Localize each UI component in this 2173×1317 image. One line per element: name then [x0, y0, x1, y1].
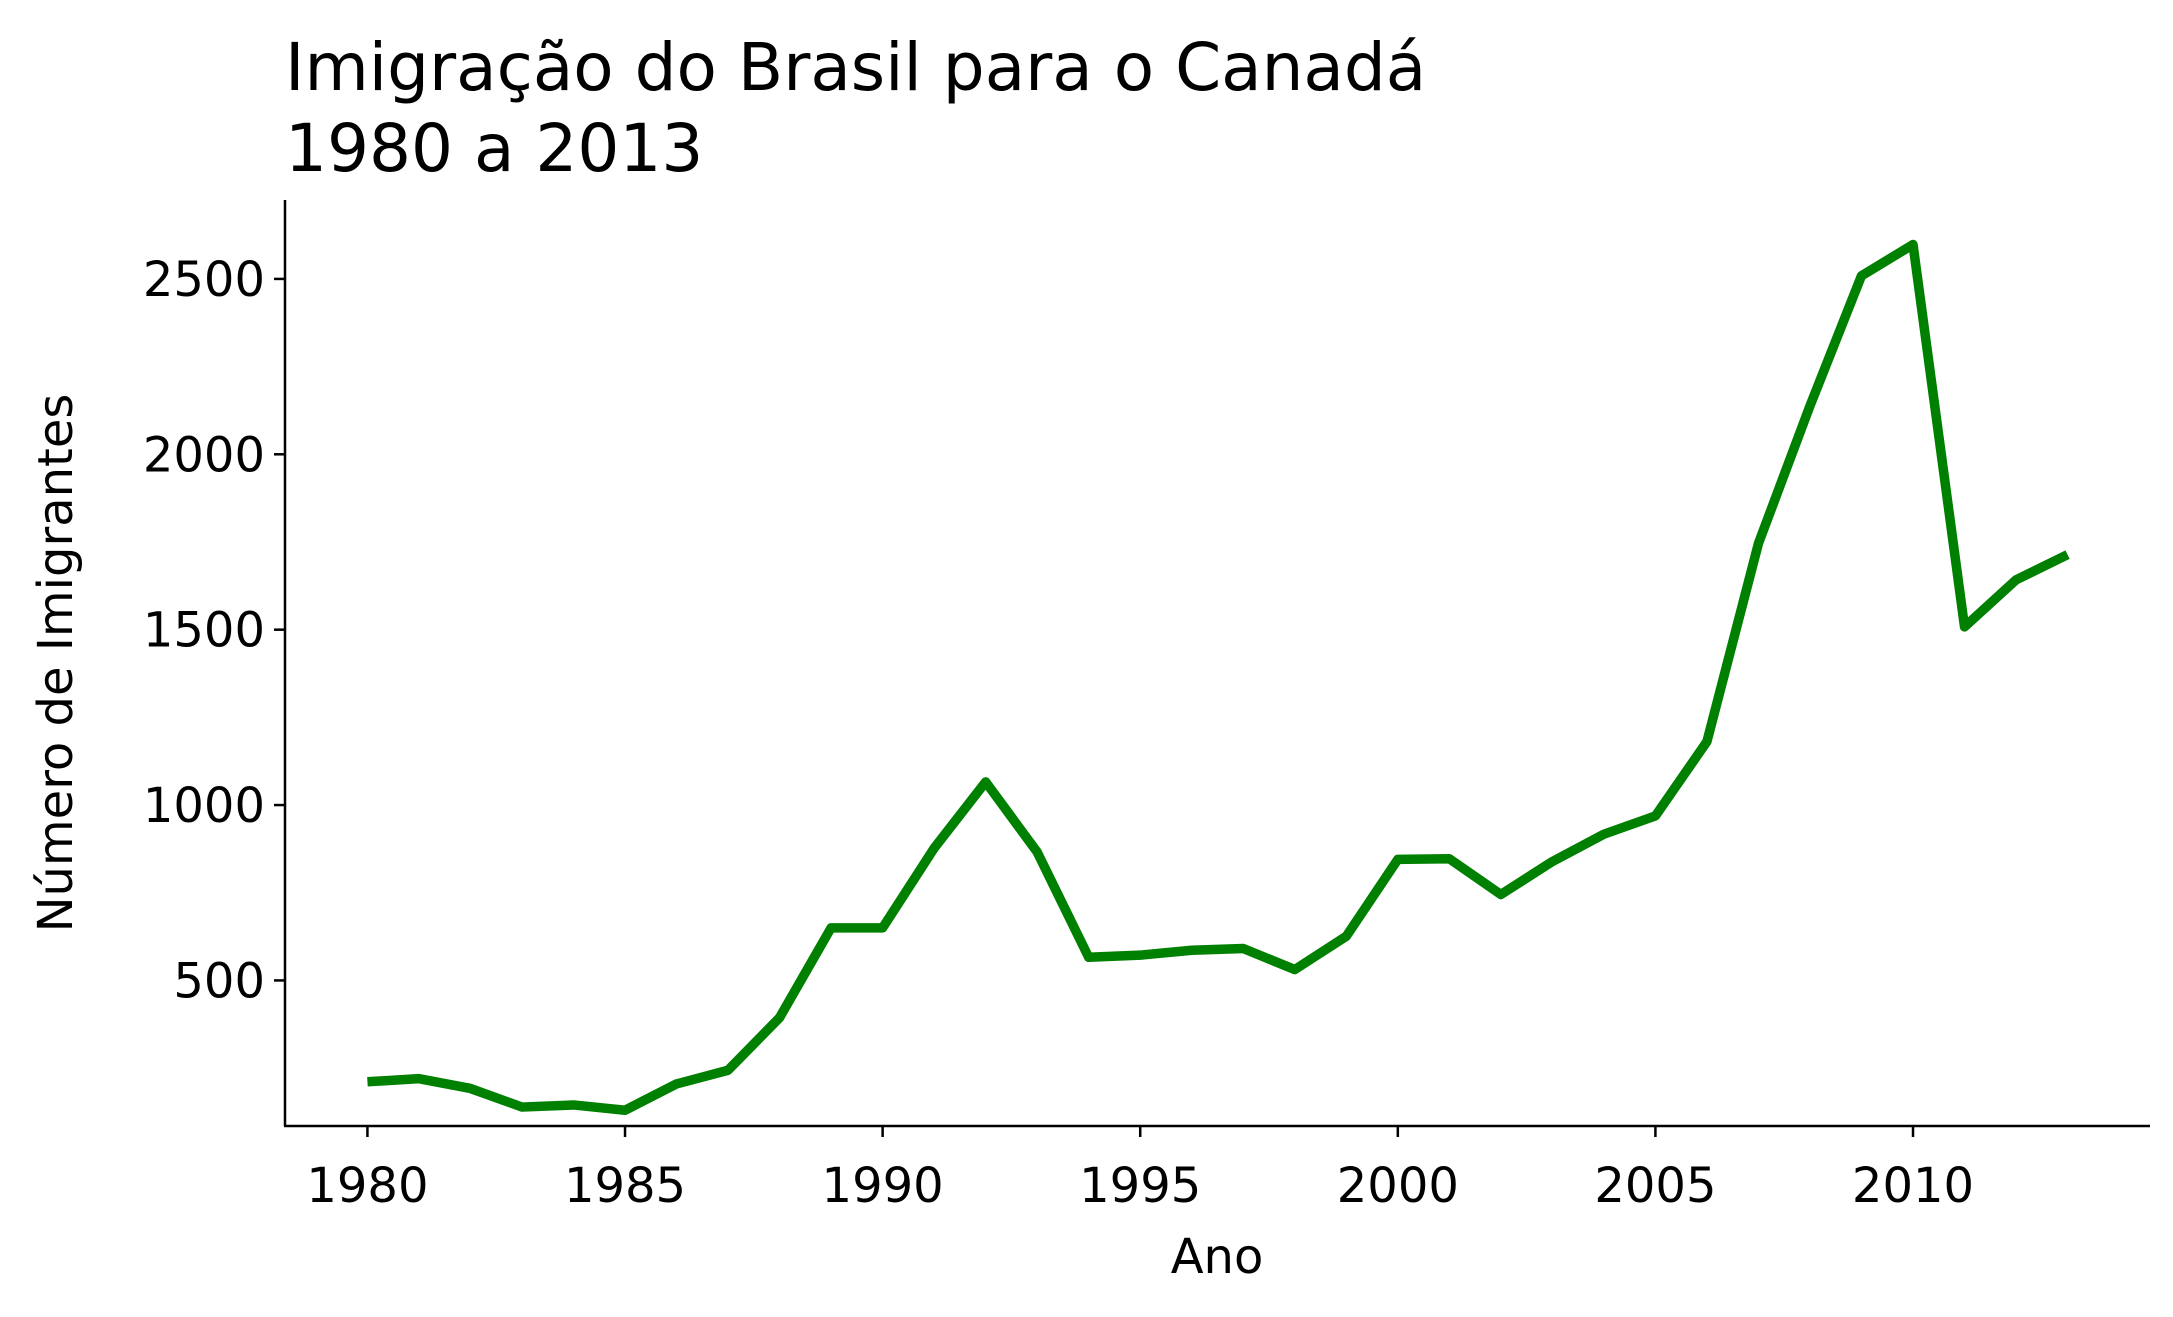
y-tick-label: 2500 — [143, 252, 265, 308]
y-tick-label: 1500 — [143, 603, 265, 659]
y-ticks: 500 1000 1500 2000 2500 — [143, 252, 285, 1009]
x-tick-label: 2010 — [1852, 1158, 1974, 1214]
y-tick-label: 500 — [173, 953, 265, 1009]
y-tick-label: 2000 — [143, 427, 265, 483]
y-tick-label: 1000 — [143, 778, 265, 834]
series-line-0 — [367, 239, 2070, 1115]
x-tick-label: 2000 — [1337, 1158, 1459, 1214]
chart-title-line2: 1980 a 2013 — [285, 110, 703, 187]
y-axis-label: Número de Imigrantes — [28, 394, 84, 933]
series-layer — [367, 239, 2070, 1115]
x-tick-label: 1990 — [822, 1158, 944, 1214]
x-tick-label: 1980 — [306, 1158, 428, 1214]
x-ticks: 1980 1985 1990 1995 2000 2005 2010 — [306, 1126, 1974, 1214]
x-tick-label: 1985 — [564, 1158, 686, 1214]
x-axis-label: Ano — [1171, 1229, 1264, 1285]
x-tick-label: 1995 — [1079, 1158, 1201, 1214]
x-tick-label: 2005 — [1594, 1158, 1716, 1214]
chart-title-line1: Imigração do Brasil para o Canadá — [285, 29, 1426, 106]
